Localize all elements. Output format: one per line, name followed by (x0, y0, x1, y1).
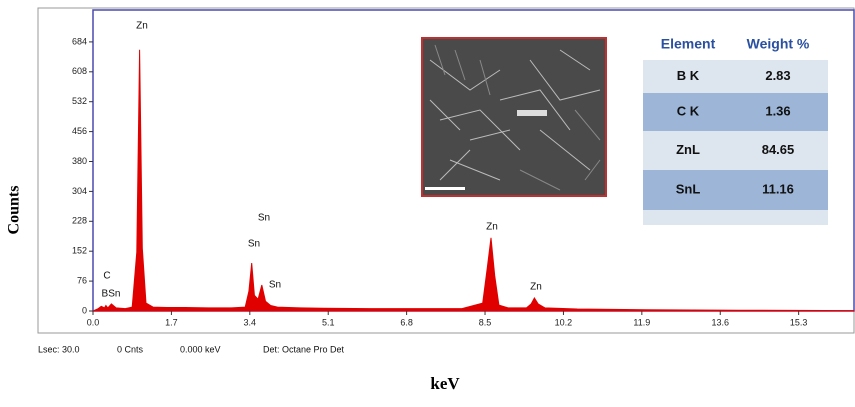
chart: ElementWeight %B K2.83C K1.36ZnL84.65SnL… (0, 0, 855, 402)
peak-label: Sn (269, 280, 281, 291)
y-tick-label: 608 (72, 66, 87, 76)
y-axis-label: Counts (6, 186, 23, 235)
table-cell: C K (677, 103, 700, 118)
image-label-box (517, 110, 547, 116)
x-tick-label: 11.9 (633, 317, 650, 327)
table-cell: 84.65 (762, 142, 795, 157)
peak-label: Zn (486, 222, 498, 233)
table-header: Weight % (747, 36, 810, 52)
status-text: 0 Cnts (117, 344, 144, 354)
x-tick-label: 13.6 (711, 317, 729, 327)
table-cell: 1.36 (765, 103, 790, 118)
peak-label: Sn (258, 213, 270, 224)
x-tick-label: 8.5 (479, 317, 492, 327)
table-row (643, 131, 828, 170)
table-cell: 2.83 (765, 68, 790, 83)
peak-label: BSn (102, 289, 121, 300)
y-tick-label: 0 (82, 305, 87, 315)
status-text: 0.000 keV (180, 344, 221, 354)
table-cell: 11.16 (762, 181, 794, 196)
y-tick-label: 456 (72, 126, 87, 136)
x-tick-label: 15.3 (790, 317, 808, 327)
status-text: Lsec: 30.0 (38, 344, 80, 354)
table-header: Element (661, 36, 716, 52)
table-cell: ZnL (676, 142, 700, 157)
x-tick-label: 5.1 (322, 317, 335, 327)
results-table: Element Weight % B K 2.83 C K 1.36 ZnL 84.65 SnL… (643, 28, 828, 225)
table-row (643, 170, 828, 210)
table-row (643, 60, 828, 93)
scale-bar (425, 187, 465, 190)
peak-label: C (103, 271, 110, 282)
x-tick-label: 6.8 (400, 317, 413, 327)
y-tick-label: 532 (72, 96, 87, 106)
y-tick-label: 76 (77, 275, 87, 285)
peak-label: Zn (530, 282, 542, 293)
y-tick-label: 228 (72, 216, 87, 226)
x-tick-label: 10.2 (555, 317, 573, 327)
peak-label: Sn (248, 239, 260, 250)
y-tick-label: 380 (72, 156, 87, 166)
x-tick-label: 3.4 (244, 317, 257, 327)
x-tick-label: 1.7 (165, 317, 178, 327)
status-text: Det: Octane Pro Det (263, 344, 345, 354)
table-row (643, 93, 828, 131)
table-cell: SnL (676, 181, 701, 196)
table-cell: B K (677, 68, 700, 83)
y-tick-label: 152 (72, 246, 87, 256)
x-axis-label: keV (430, 374, 460, 393)
sem-image (422, 38, 606, 196)
x-tick-label: 0.0 (87, 317, 100, 327)
y-tick-label: 684 (72, 36, 87, 46)
peak-label: Zn (136, 21, 148, 32)
y-tick-label: 304 (72, 186, 87, 196)
table-footer-row (643, 210, 828, 225)
